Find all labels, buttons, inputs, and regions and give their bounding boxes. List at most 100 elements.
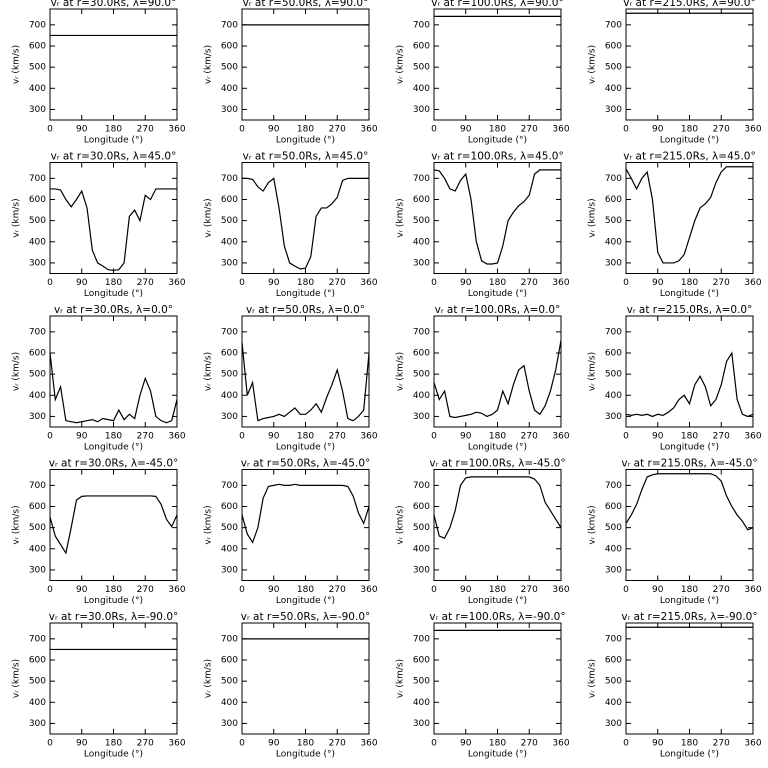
x-tick-label: 90: [460, 432, 472, 442]
x-tick-label: 0: [623, 125, 629, 135]
x-tick-label: 270: [521, 739, 538, 749]
y-tick-label: 300: [413, 105, 430, 115]
data-line: [50, 188, 177, 271]
panel-title: vᵣ at r=215.0Rs, λ=-45.0°: [621, 458, 757, 470]
y-tick-label: 400: [413, 391, 430, 401]
y-axis-label: vᵣ (km/s): [588, 352, 598, 391]
y-tick-label: 500: [29, 523, 46, 533]
plot-frame: [241, 622, 370, 735]
x-tick-label: 90: [76, 125, 88, 135]
y-tick-label: 400: [29, 237, 46, 247]
x-axis-label: Longitude (°): [84, 289, 143, 299]
panel-title: vᵣ at r=215.0Rs, λ=90.0°: [623, 0, 755, 9]
y-tick-label: 500: [221, 216, 238, 226]
y-tick-label: 400: [605, 237, 622, 247]
plot-frame: [625, 469, 754, 581]
x-tick-label: 270: [329, 585, 346, 595]
x-tick-label: 0: [47, 432, 53, 442]
x-tick-label: 270: [521, 432, 538, 442]
panel-title: vᵣ at r=50.0Rs, λ=45.0°: [243, 151, 369, 163]
x-tick-label: 270: [329, 125, 346, 135]
y-tick-label: 700: [605, 20, 622, 30]
y-tick-label: 600: [413, 656, 430, 666]
y-tick-label: 400: [413, 84, 430, 94]
x-axis-label: Longitude (°): [84, 596, 143, 606]
x-tick-label: 0: [431, 125, 437, 135]
x-tick-label: 0: [623, 278, 629, 288]
y-axis-label: vᵣ (km/s): [12, 45, 22, 84]
x-tick-label: 180: [489, 739, 506, 749]
y-tick-label: 400: [221, 237, 238, 247]
y-axis-label: vᵣ (km/s): [12, 505, 22, 544]
y-tick-label: 500: [413, 677, 430, 687]
y-axis-label: vᵣ (km/s): [204, 45, 214, 84]
y-tick-label: 700: [29, 481, 46, 491]
y-tick-label: 300: [605, 412, 622, 422]
x-axis-label: Longitude (°): [84, 750, 143, 760]
data-line: [241, 483, 370, 544]
y-tick-label: 600: [605, 502, 622, 512]
x-tick-label: 270: [329, 278, 346, 288]
data-line: [49, 352, 178, 424]
y-tick-label: 600: [29, 42, 46, 52]
y-tick-label: 400: [413, 237, 430, 247]
panel-title: vᵣ at r=50.0Rs, λ=0.0°: [246, 304, 365, 316]
y-tick-label: 500: [605, 523, 622, 533]
y-axis-label: vᵣ (km/s): [12, 659, 22, 698]
panel-title: vᵣ at r=50.0Rs, λ=90.0°: [243, 0, 369, 9]
x-tick-label: 90: [268, 739, 280, 749]
data-line: [625, 166, 753, 264]
x-axis-label: Longitude (°): [660, 443, 719, 453]
x-tick-label: 180: [105, 278, 122, 288]
x-tick-label: 360: [744, 278, 761, 288]
x-tick-label: 360: [360, 739, 377, 749]
x-tick-label: 180: [489, 125, 506, 135]
x-tick-label: 0: [239, 739, 245, 749]
x-tick-label: 90: [268, 125, 280, 135]
y-axis-label: vᵣ (km/s): [588, 198, 598, 237]
y-tick-label: 600: [605, 349, 622, 359]
y-tick-label: 400: [29, 391, 46, 401]
x-tick-label: 270: [521, 585, 538, 595]
x-tick-label: 180: [105, 432, 122, 442]
y-tick-label: 500: [413, 523, 430, 533]
x-tick-label: 270: [521, 125, 538, 135]
y-axis-label: vᵣ (km/s): [204, 352, 214, 391]
x-tick-label: 270: [137, 125, 154, 135]
x-tick-label: 270: [713, 585, 730, 595]
y-tick-label: 600: [605, 42, 622, 52]
data-line: [433, 340, 562, 419]
x-tick-label: 90: [460, 585, 472, 595]
y-tick-label: 700: [605, 634, 622, 644]
x-tick-label: 180: [297, 125, 314, 135]
x-tick-label: 270: [521, 278, 538, 288]
y-tick-label: 700: [29, 20, 46, 30]
x-tick-label: 360: [168, 278, 185, 288]
y-tick-label: 400: [221, 698, 238, 708]
x-tick-label: 360: [360, 125, 377, 135]
x-axis-label: Longitude (°): [276, 750, 335, 760]
y-tick-label: 500: [29, 370, 46, 380]
y-tick-label: 700: [29, 634, 46, 644]
y-tick-label: 700: [221, 634, 238, 644]
x-tick-label: 270: [329, 739, 346, 749]
plot-frame: [49, 469, 178, 581]
y-tick-label: 300: [221, 565, 238, 575]
y-tick-label: 500: [413, 63, 430, 73]
x-tick-label: 90: [76, 739, 88, 749]
panel-title: vᵣ at r=30.0Rs, λ=45.0°: [51, 151, 177, 163]
x-tick-label: 180: [489, 585, 506, 595]
x-tick-label: 360: [552, 432, 569, 442]
y-tick-label: 400: [605, 544, 622, 554]
panel-title: vᵣ at r=50.0Rs, λ=-90.0°: [241, 611, 371, 623]
x-tick-label: 360: [744, 585, 761, 595]
y-axis-label: vᵣ (km/s): [396, 45, 406, 84]
x-tick-label: 180: [489, 432, 506, 442]
plot-frame: [241, 162, 370, 274]
x-tick-label: 90: [76, 278, 88, 288]
y-tick-label: 600: [29, 349, 46, 359]
plot-frame: [625, 8, 754, 121]
x-tick-label: 360: [552, 585, 569, 595]
y-tick-label: 600: [29, 656, 46, 666]
y-tick-label: 400: [221, 544, 238, 554]
